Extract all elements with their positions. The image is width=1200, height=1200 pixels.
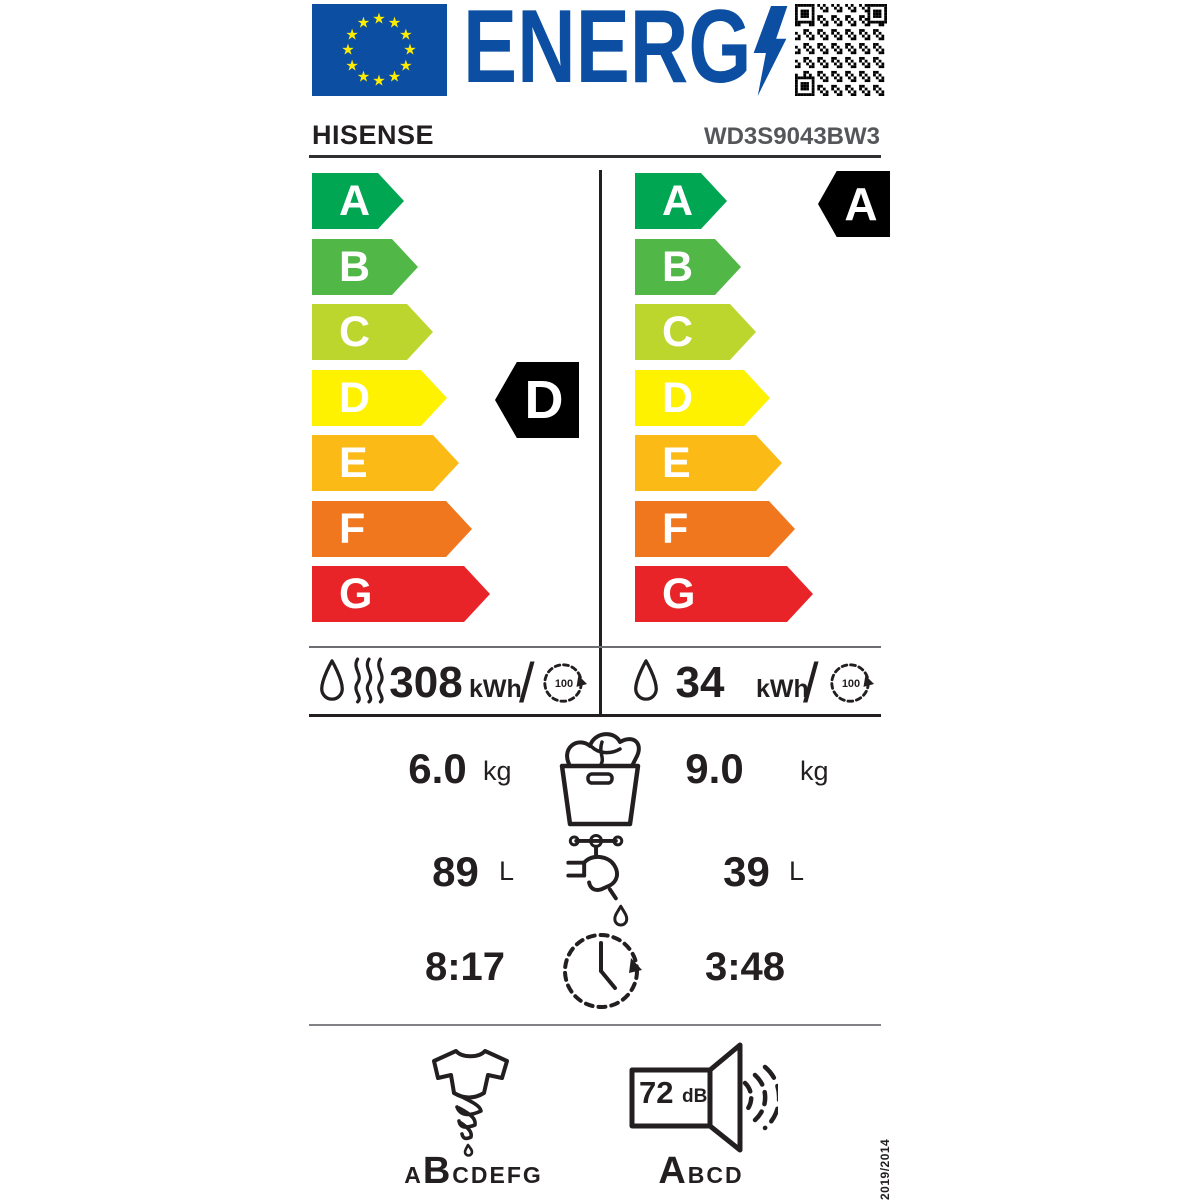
water-drop-icon (634, 659, 658, 701)
water-right-unit: L (789, 856, 805, 886)
capacity-left-value: 6.0 (408, 745, 467, 792)
energy-unit-left: kWh (469, 675, 522, 703)
grade-arrow-g: G (635, 566, 813, 622)
consumption-divider (309, 714, 881, 717)
spin-letter: F (506, 1162, 521, 1188)
energ-logo-text: ENERG (463, 0, 752, 105)
noise-letter: C (706, 1162, 724, 1188)
star-icon: ★ (372, 72, 386, 90)
spin-letter-active: B (422, 1150, 451, 1192)
grade-letter: A (339, 176, 371, 225)
wrung-shirt-icon (432, 1049, 509, 1157)
water-left-value: 89 (432, 848, 479, 895)
capacity-right-unit: kg (800, 756, 829, 786)
scale-bottom-divider (309, 646, 881, 648)
per-slash: / (803, 651, 819, 714)
model-number: WD3S9043BW3 (703, 123, 880, 150)
cycles-count: 100 (554, 678, 574, 690)
brand-name: HISENSE (312, 120, 435, 150)
cycles-count: 100 (841, 678, 861, 690)
grade-letter: E (662, 438, 691, 487)
bottom-divider (309, 1024, 881, 1026)
spin-letter: E (489, 1162, 505, 1188)
grade-letter: G (339, 569, 373, 618)
grade-arrow-a: A (312, 173, 404, 229)
spin-letter: C (452, 1162, 469, 1188)
duration-left-value: 8:17 (424, 945, 506, 989)
capacity-left-unit: kg (483, 756, 512, 786)
duration-right-value: 3:48 (704, 945, 786, 989)
grade-arrow-a: A (635, 173, 727, 229)
qr-code (794, 4, 888, 96)
water-tap-icon (566, 833, 629, 927)
star-icon: ★ (387, 14, 402, 32)
per-slash: / (519, 651, 535, 714)
grade-letter: D (339, 373, 371, 422)
capacity-right-value: 9.0 (685, 745, 744, 792)
noise-letter-active: A (658, 1150, 686, 1192)
water-left-unit: L (499, 856, 515, 886)
noise-unit: dB (682, 1086, 708, 1107)
grade-arrow-f: F (312, 501, 472, 557)
spin-letter: A (404, 1162, 421, 1188)
laundry-basket-icon (559, 732, 641, 827)
grade-letter: B (662, 242, 694, 291)
grade-arrow-e: E (312, 435, 459, 491)
regulation-number: 2019/2014 (878, 1138, 892, 1200)
column-divider (599, 170, 602, 717)
star-icon: ★ (341, 41, 355, 59)
eu-flag-icon: ★ ★ ★ ★ ★ ★ ★ ★ ★ ★ ★ ★ (312, 4, 447, 96)
grade-arrow-g: G (312, 566, 490, 622)
grade-letter: E (339, 438, 368, 487)
grade-arrow-d: D (312, 370, 447, 426)
heat-waves-icon (354, 657, 384, 704)
spin-letter: G (522, 1162, 541, 1188)
energy-value-right: 34 (675, 658, 725, 707)
grade-letter: C (339, 307, 371, 356)
rating-indicator-left: D (495, 362, 579, 438)
grade-letter: F (339, 504, 366, 553)
per-100-cycles-icon (830, 663, 875, 703)
energy-label: ★ ★ ★ ★ ★ ★ ★ ★ ★ ★ ★ ★ ENERG HISENSE WD3S9043BW3 A… (300, 0, 892, 1200)
noise-value: 72 (639, 1075, 674, 1110)
per-100-cycles-icon (543, 663, 588, 703)
star-icon: ★ (345, 57, 359, 74)
header-divider (309, 155, 881, 158)
grade-letter: A (662, 176, 694, 225)
grade-arrow-b: B (312, 239, 418, 295)
star-icon: ★ (403, 41, 417, 59)
grade-letter: F (662, 504, 689, 553)
star-icon: ★ (387, 68, 402, 86)
grade-letter: B (339, 242, 371, 291)
water-drop-icon (320, 659, 344, 701)
water-right-value: 39 (723, 848, 770, 895)
grade-arrow-c: C (312, 304, 433, 360)
grade-arrow-b: B (635, 239, 741, 295)
grade-arrow-d: D (635, 370, 770, 426)
noise-letter: D (725, 1162, 742, 1188)
spin-letter: D (470, 1162, 488, 1188)
grade-letter: G (662, 569, 696, 618)
rating-indicator-right: A (818, 171, 890, 237)
grade-arrow-f: F (635, 501, 795, 557)
energy-value-left: 308 (389, 658, 463, 707)
star-icon: ★ (399, 57, 413, 74)
energy-unit-right: kWh (756, 675, 809, 703)
star-icon: ★ (345, 26, 359, 43)
speaker-icon (629, 1042, 778, 1153)
star-icon: ★ (372, 10, 386, 28)
star-icon: ★ (399, 26, 413, 43)
grade-letter: C (662, 307, 694, 356)
lightning-bolt-icon (753, 6, 788, 96)
clock-icon (563, 933, 642, 1009)
star-icon: ★ (356, 14, 371, 32)
grade-letter: D (662, 373, 694, 422)
star-icon: ★ (356, 68, 371, 86)
noise-letter: B (687, 1162, 705, 1188)
grade-arrow-e: E (635, 435, 782, 491)
grade-arrow-c: C (635, 304, 756, 360)
